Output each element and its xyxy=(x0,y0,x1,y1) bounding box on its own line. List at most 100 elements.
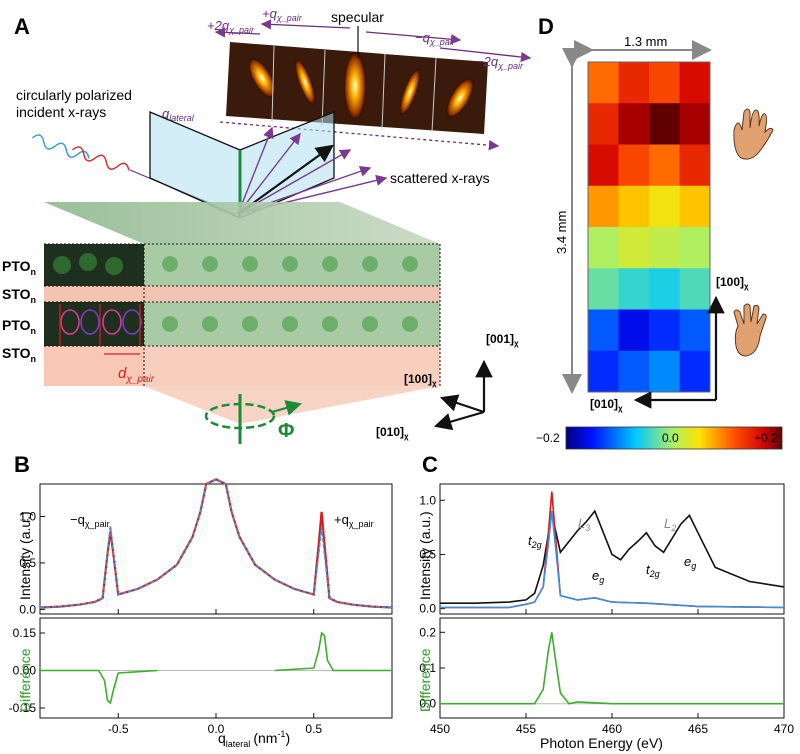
detector-strip xyxy=(226,42,488,134)
spot-plus2 xyxy=(446,78,474,118)
heatmap-cell xyxy=(649,144,680,187)
y-tick-label: 0.00 xyxy=(13,664,37,678)
label-minus-q: −qχ_pair xyxy=(415,30,456,47)
plot-frame xyxy=(439,483,785,615)
layer-sto-2: STOn xyxy=(2,345,36,364)
colorbar xyxy=(565,426,783,450)
heatmap-cell xyxy=(588,62,619,104)
panel-d: D 1.3 mm 3.4 mm [100]χ [010]χ −0.2 0.0 +… xyxy=(536,14,783,450)
x-tick-label: 455 xyxy=(516,722,536,736)
y-tick-label: 0.0 xyxy=(419,602,436,616)
y-tick-label: 1.0 xyxy=(419,493,436,507)
heatmap-cell xyxy=(618,62,650,104)
heatmap-cell xyxy=(618,185,650,228)
label-phi: Φ xyxy=(278,420,294,442)
plot-frame xyxy=(39,483,393,615)
crystal-axes xyxy=(433,359,493,431)
series-line xyxy=(40,669,158,705)
heatmap-cell xyxy=(618,350,650,393)
heatmap-cell xyxy=(588,268,619,310)
heatmap-cell xyxy=(649,350,680,393)
x-tick-label: 0.0 xyxy=(208,722,225,736)
x-tick-label: -0.5 xyxy=(108,722,129,736)
x-tick-label: 460 xyxy=(602,722,622,736)
series-line xyxy=(39,478,393,609)
heatmap-cell xyxy=(618,144,650,187)
axis-001: [001]χ xyxy=(486,332,519,348)
hand-left-icon xyxy=(733,303,767,357)
panel-a-letter: A xyxy=(14,14,30,39)
spot-specular xyxy=(344,52,366,120)
series-line xyxy=(440,511,785,609)
height-label: 3.4 mm xyxy=(554,211,569,254)
width-label: 1.3 mm xyxy=(624,34,667,49)
heatmap-cell xyxy=(679,268,711,310)
b-annot-plus: +qχ_pair xyxy=(334,512,374,529)
chart-b-top: 0.0 0.5 1.0 xyxy=(19,478,393,616)
c-peak-t2g-2: t2g xyxy=(646,562,660,579)
label-plus-q: +qχ_pair xyxy=(262,6,303,23)
heatmap-cell xyxy=(649,268,680,310)
b-xlabel: qlateral (nm-1) xyxy=(218,729,290,749)
panel-c: C 0.0 0.5 1.0 0.0 0.1 0.2 450 455 460 465 470 Int… xyxy=(417,452,794,751)
y-tick-label: 1.0 xyxy=(19,510,36,524)
y-tick-label: -0.15 xyxy=(9,701,37,715)
heatmap-cell xyxy=(618,309,650,352)
heatmap-cell xyxy=(679,227,711,269)
cbar-tick-min: −0.2 xyxy=(536,431,560,445)
layer-pto-2: PTOn xyxy=(2,317,36,336)
label-q-lateral: qlateral xyxy=(162,106,195,123)
d-axis-100: [100]χ xyxy=(716,275,749,291)
chart-c-difference: 0.0 0.1 0.2 450 455 460 465 470 xyxy=(419,617,794,736)
c-ylabel-bottom: Difference xyxy=(417,648,433,712)
heatmap-cell xyxy=(649,185,680,228)
panel-b-letter: B xyxy=(14,452,30,477)
y-tick-label: 0.5 xyxy=(419,547,436,561)
label-specular: specular xyxy=(331,9,384,25)
y-tick-label: 0.2 xyxy=(419,625,436,639)
heatmap-cell xyxy=(679,103,711,145)
cbar-tick-max: +0.2 xyxy=(754,431,778,445)
series-line xyxy=(440,632,784,705)
label-d-pair: dχ_pair xyxy=(118,365,155,385)
c-peak-eg-1: eg xyxy=(592,568,604,585)
spot-minus1 xyxy=(295,59,315,105)
x-tick-label: 450 xyxy=(430,722,450,736)
y-tick-label: 0.0 xyxy=(19,602,36,616)
heatmap-cell xyxy=(649,62,680,104)
heatmap-cell xyxy=(588,309,619,352)
panel-c-letter: C xyxy=(422,452,438,477)
b-ylabel-bottom: Difference xyxy=(17,648,33,712)
panel-a: A specular +qχ_pair +2qχ_pair −qχ_pair −… xyxy=(2,6,532,444)
b-ylabel-top: Intensity (a.u.) xyxy=(17,511,33,600)
series-line xyxy=(440,491,785,609)
label-incident-2: incident x-rays xyxy=(16,104,106,120)
c-xlabel: Photon Energy (eV) xyxy=(540,735,663,751)
chart-b-difference: -0.15 0.00 0.15 -0.5 0.0 0.5 xyxy=(9,617,393,736)
series-line xyxy=(274,631,392,672)
spot-plus1 xyxy=(400,69,420,115)
x-tick-label: 470 xyxy=(774,722,794,736)
b-annot-minus: −qχ_pair xyxy=(70,512,110,529)
layer-pto-1: PTOn xyxy=(2,258,36,277)
label-minus-2q: −2qχ_pair xyxy=(476,54,524,71)
heatmap-cell xyxy=(588,144,619,187)
y-tick-label: 0.0 xyxy=(419,697,436,711)
heatmap-cell xyxy=(679,144,711,187)
y-tick-label: 0.1 xyxy=(419,661,436,675)
heatmap-cell xyxy=(679,350,711,393)
cbar-tick-mid: 0.0 xyxy=(662,431,679,445)
c-peak-t2g-1: t2g xyxy=(528,533,542,550)
axis-010: [010]χ xyxy=(376,425,409,441)
heatmap-cell xyxy=(588,185,619,228)
d-axis-010: [010]χ xyxy=(590,397,623,413)
c-peak-L3: L3 xyxy=(578,516,590,533)
heatmap-cell xyxy=(679,62,711,104)
label-incident: circularly polarized xyxy=(16,87,132,103)
heatmap-cell xyxy=(679,309,711,352)
series-line xyxy=(440,509,785,604)
heatmap-cell xyxy=(588,103,619,145)
heatmap-cell xyxy=(679,185,711,228)
plot-frame xyxy=(39,617,393,719)
